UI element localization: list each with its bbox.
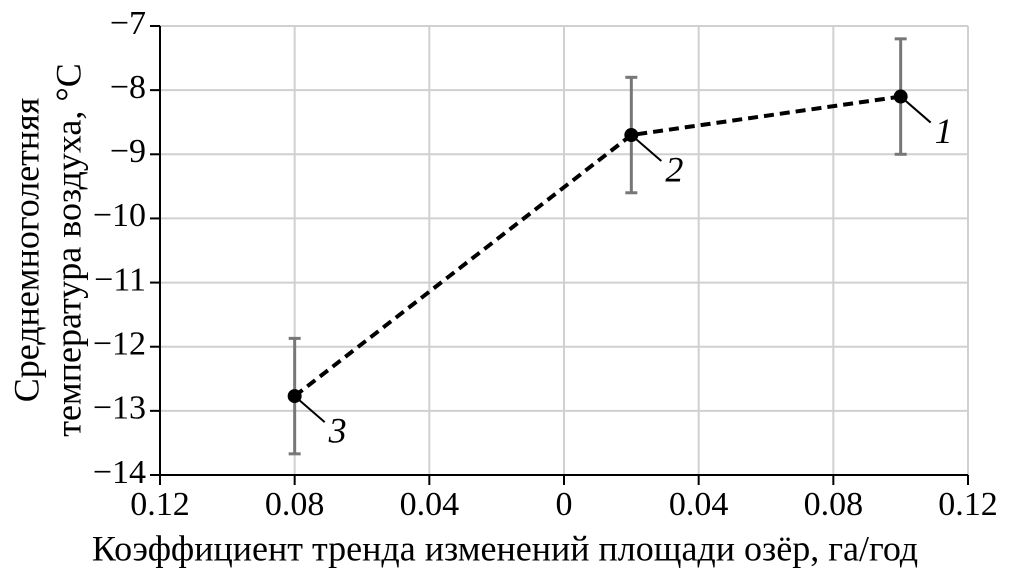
line [293,94,901,398]
y-tick-label: −13 [93,390,146,427]
x-axis-title: Коэффициент тренда изменений площади озё… [92,528,918,568]
y-tick-label: −8 [110,69,146,106]
y-tick-label: −14 [93,454,146,491]
point-label: 2 [665,149,683,189]
x-tick-label: 0 [556,486,573,523]
y-tick-label: −12 [93,326,146,363]
y-tick-label: −10 [93,197,146,234]
y-tick-label: −7 [110,5,146,42]
x-tick-label: 0.12 [130,486,190,523]
y-axis-title: температура воздуха, °С [48,63,88,437]
leader-line [294,395,326,423]
x-tick-label: 0.08 [265,486,325,523]
y-axis-title: Среднемноголетняя [6,98,46,403]
y-tick-label: −11 [94,261,146,298]
x-tick-label: 0.04 [669,486,729,523]
x-tick-label: 0.08 [804,486,864,523]
leader-line [900,95,932,124]
leader-line [630,134,662,162]
y-tick-label: −9 [110,133,146,170]
point-label: 1 [935,111,953,151]
point-label: 3 [328,410,347,450]
x-tick-label: 0.04 [400,486,460,523]
x-tick-label: 0.12 [938,486,998,523]
